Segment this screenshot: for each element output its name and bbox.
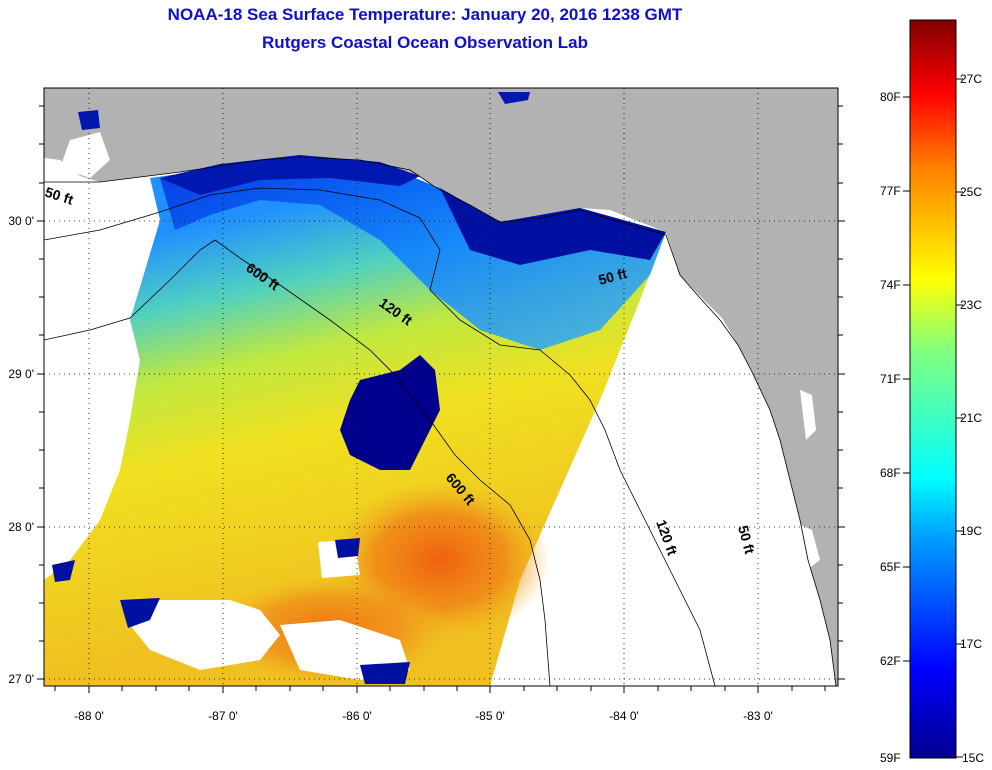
colorbar-f-label: 71F: [880, 372, 901, 386]
contour-label: 50 ft: [735, 524, 758, 556]
cloud-edge: [360, 662, 410, 684]
colorbar-c-label: 21C: [960, 411, 982, 425]
coastal-cold-strip: [440, 188, 666, 265]
colorbar-f-label: 68F: [880, 466, 901, 480]
land: [44, 88, 838, 686]
bay: [498, 92, 530, 104]
colorbar-c-label: 15C: [962, 751, 984, 765]
colorbar-f-label: 59F: [880, 751, 901, 765]
bay: [60, 132, 110, 178]
cloud-patch: [44, 210, 160, 340]
colorbar-c-label: 23C: [960, 298, 982, 312]
cloud-edge: [52, 560, 75, 582]
cloud-edge: [120, 598, 160, 628]
cloud-patch: [44, 470, 100, 575]
lon-label: -86 0': [342, 709, 372, 723]
bay: [790, 520, 820, 575]
contour-label: 50 ft: [597, 265, 629, 288]
colorbar-f-label: 62F: [880, 654, 901, 668]
colorbar-c-label: 27C: [960, 72, 982, 86]
cloud-edge: [335, 538, 360, 558]
lat-label: 29 0': [8, 367, 34, 381]
axis-ticks: [37, 105, 845, 693]
colorbar-f-label: 74F: [880, 278, 901, 292]
bay: [78, 110, 100, 130]
lon-label: -83 0': [743, 709, 773, 723]
contour-600ft: [44, 239, 551, 686]
cold-eddy: [340, 355, 440, 470]
contour-120ft: [44, 187, 716, 686]
lon-label: -88 0': [74, 709, 104, 723]
contour-50ft: [44, 156, 837, 686]
colorbar-c-label: 25C: [960, 185, 982, 199]
lat-label: 30 0': [8, 214, 34, 228]
map-title: NOAA-18 Sea Surface Temperature: January…: [167, 5, 683, 24]
colorbar-f-label: 80F: [880, 90, 901, 104]
colorbar-c-label: 17C: [960, 637, 982, 651]
lat-label: 27 0': [8, 672, 34, 686]
map-subtitle: Rutgers Coastal Ocean Observation Lab: [262, 33, 588, 52]
lon-label: -85 0': [475, 709, 505, 723]
lon-label: -84 0': [609, 709, 639, 723]
colorbar-f-label: 65F: [880, 560, 901, 574]
bay: [800, 390, 816, 440]
colorbar-f-label: 77F: [880, 184, 901, 198]
cloud-patch: [130, 600, 280, 670]
colorbar-c-label: 19C: [960, 524, 982, 538]
cold-shelf: [160, 157, 666, 350]
lat-label: 28 0': [8, 520, 34, 534]
colorbar: [909, 19, 957, 759]
lon-label: -87 0': [208, 709, 238, 723]
map-border: [43, 87, 839, 687]
colorbar-ticks: [903, 78, 963, 758]
